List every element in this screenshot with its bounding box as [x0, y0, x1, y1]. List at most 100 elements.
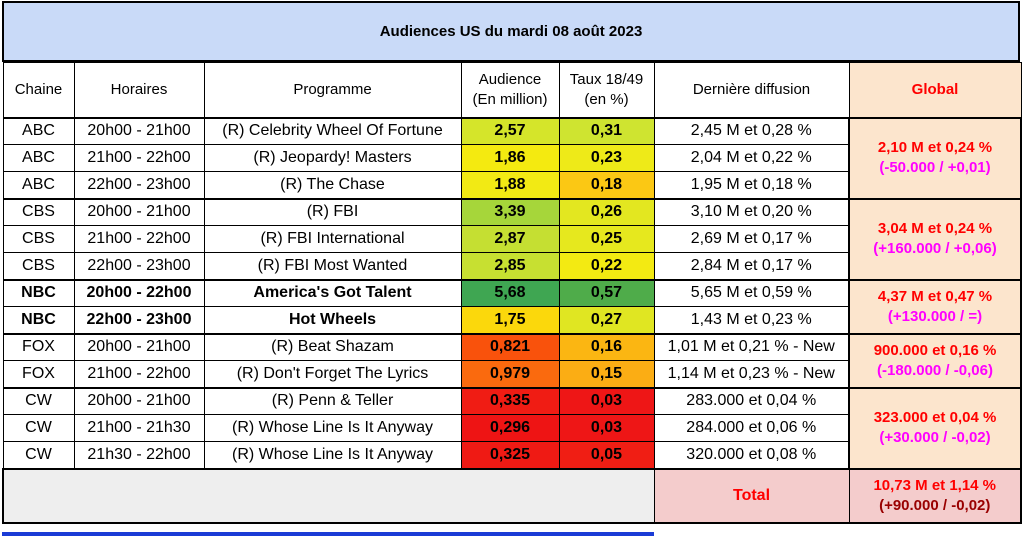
cell-programme: (R) Don't Forget The Lyrics — [203, 360, 462, 388]
cell-audience: 0,335 — [460, 386, 560, 415]
cell-taux: 0,18 — [558, 171, 655, 199]
cell-audience: 0,821 — [460, 332, 560, 361]
cell-audience: 1,75 — [460, 306, 560, 334]
table-row: ABC 22h00 - 23h00 (R) The Chase 1,88 0,18 1,9… — [2, 171, 1021, 199]
header-taux-line2: (en %) — [584, 90, 629, 108]
total-main: 10,73 M et 1,14 % — [873, 476, 997, 494]
cell-taux: 0,57 — [558, 278, 655, 307]
cell-horaires: 20h00 - 21h00 — [73, 197, 205, 226]
global-cell: 900.000 et 0,16 % (-180.000 / -0,06) — [848, 332, 1022, 388]
cell-audience: 1,86 — [460, 144, 560, 172]
cell-chaine: CBS — [2, 197, 75, 226]
header-taux-line1: Taux 18/49 — [569, 70, 644, 88]
cell-programme: Hot Wheels — [203, 306, 462, 334]
header-global: Global — [848, 62, 1022, 118]
global-delta: (+30.000 / -0,02) — [879, 429, 991, 446]
global-main: 4,37 M et 0,47 % — [877, 287, 993, 305]
cell-derniere: 320.000 et 0,08 % — [653, 441, 850, 469]
table-row: ABC 21h00 - 22h00 (R) Jeopardy! Masters 1,8… — [2, 144, 1021, 172]
table-row: ABC 20h00 - 21h00 (R) Celebrity Wheel Of F… — [2, 116, 1022, 199]
header-taux: Taux 18/49 (en %) — [558, 62, 655, 118]
cell-programme: (R) Penn & Teller — [203, 386, 462, 415]
global-delta: (-180.000 / -0,06) — [877, 361, 993, 379]
blue-bar — [2, 532, 654, 536]
global-delta: (-50.000 / +0,01) — [879, 159, 991, 176]
cell-horaires: 20h00 - 21h00 — [73, 386, 205, 415]
sheet-title: Audiences US du mardi 08 août 2023 — [2, 1, 1020, 62]
cell-derniere: 2,84 M et 0,17 % — [653, 252, 850, 280]
cell-taux: 0,26 — [558, 197, 655, 226]
cell-horaires: 22h00 - 23h00 — [73, 306, 205, 334]
cell-taux: 0,27 — [558, 306, 655, 334]
cell-taux: 0,16 — [558, 332, 655, 361]
cell-chaine: CW — [2, 414, 75, 442]
cell-taux: 0,05 — [558, 441, 655, 469]
cell-audience: 2,57 — [460, 116, 560, 145]
cell-chaine: FOX — [2, 360, 75, 388]
cell-taux: 0,22 — [558, 252, 655, 280]
cell-taux: 0,25 — [558, 225, 655, 253]
cell-programme: (R) FBI — [203, 197, 462, 226]
cell-horaires: 20h00 - 21h00 — [73, 332, 205, 361]
table-row: CBS 20h00 - 21h00 (R) FBI 3,39 0,26 3,10 M et… — [2, 197, 1022, 280]
global-cell: 3,04 M et 0,24 % (+160.000 / +0,06) — [848, 197, 1022, 280]
total-row: Total 10,73 M et 1,14 % (+90.000 / -0,02) — [2, 467, 1022, 524]
cell-horaires: 20h00 - 21h00 — [73, 116, 205, 145]
total-label: Total — [653, 467, 850, 524]
cell-chaine: FOX — [2, 332, 75, 361]
table-row: FOX 21h00 - 22h00 (R) Don't Forget The Lyr… — [2, 360, 1021, 388]
global-cell: 4,37 M et 0,47 % (+130.000 / =) — [848, 278, 1022, 334]
cell-chaine: CBS — [2, 252, 75, 280]
cell-chaine: CW — [2, 386, 75, 415]
cell-taux: 0,31 — [558, 116, 655, 145]
cell-chaine: CBS — [2, 225, 75, 253]
global-cell: 323.000 et 0,04 % (+30.000 / -0,02) — [848, 386, 1022, 469]
global-main: 900.000 et 0,16 % — [873, 341, 997, 359]
cell-audience: 1,88 — [460, 171, 560, 199]
cell-derniere: 1,95 M et 0,18 % — [653, 171, 850, 199]
header-audience-line2: (En million) — [472, 90, 548, 108]
cell-audience: 0,296 — [460, 414, 560, 442]
table-row: CW 21h30 - 22h00 (R) Whose Line Is It Anyw… — [2, 441, 1021, 469]
cell-horaires: 22h00 - 23h00 — [73, 252, 205, 280]
cell-programme: (R) FBI Most Wanted — [203, 252, 462, 280]
global-cell: 2,10 M et 0,24 % (-50.000 / +0,01) — [848, 116, 1022, 199]
cell-audience: 3,39 — [460, 197, 560, 226]
cell-derniere: 2,69 M et 0,17 % — [653, 225, 850, 253]
cell-programme: (R) FBI International — [203, 225, 462, 253]
cell-horaires: 21h00 - 22h00 — [73, 144, 205, 172]
global-main: 3,04 M et 0,24 % — [877, 220, 993, 237]
cell-chaine: CW — [2, 441, 75, 469]
cell-taux: 0,03 — [558, 386, 655, 415]
total-value: 10,73 M et 1,14 % (+90.000 / -0,02) — [848, 467, 1022, 524]
cell-taux: 0,03 — [558, 414, 655, 442]
cell-derniere: 284.000 et 0,06 % — [653, 414, 850, 442]
cell-chaine: ABC — [2, 144, 75, 172]
cell-programme: (R) Whose Line Is It Anyway — [203, 441, 462, 469]
cell-programme: America's Got Talent — [203, 278, 462, 307]
cell-derniere: 5,65 M et 0,59 % — [653, 278, 850, 307]
global-delta: (+130.000 / =) — [887, 307, 983, 325]
cell-horaires: 21h00 - 21h30 — [73, 414, 205, 442]
header-programme: Programme — [203, 62, 462, 118]
header-audience-line1: Audience — [478, 70, 542, 88]
cell-audience: 5,68 — [460, 278, 560, 307]
cell-programme: (R) Jeopardy! Masters — [203, 144, 462, 172]
header-row: Chaine Horaires Programme Audience (En m… — [2, 62, 1022, 118]
table-row: FOX 20h00 - 21h00 (R) Beat Shazam 0,821 0,16… — [2, 332, 1022, 388]
cell-chaine: ABC — [2, 171, 75, 199]
header-chaine: Chaine — [2, 62, 75, 118]
global-main: 2,10 M et 0,24 % — [877, 139, 993, 156]
cell-audience: 0,325 — [460, 441, 560, 469]
global-main: 323.000 et 0,04 % — [873, 409, 997, 426]
cell-derniere: 1,43 M et 0,23 % — [653, 306, 850, 334]
audience-table: Chaine Horaires Programme Audience (En m… — [2, 62, 1022, 524]
cell-derniere: 1,14 M et 0,23 % - New — [653, 360, 850, 388]
cell-audience: 2,85 — [460, 252, 560, 280]
table-row: CBS 22h00 - 23h00 (R) FBI Most Wanted 2,85 0… — [2, 252, 1021, 280]
cell-taux: 0,23 — [558, 144, 655, 172]
cell-horaires: 22h00 - 23h00 — [73, 171, 205, 199]
global-delta: (+160.000 / +0,06) — [873, 240, 997, 257]
cell-derniere: 2,04 M et 0,22 % — [653, 144, 850, 172]
